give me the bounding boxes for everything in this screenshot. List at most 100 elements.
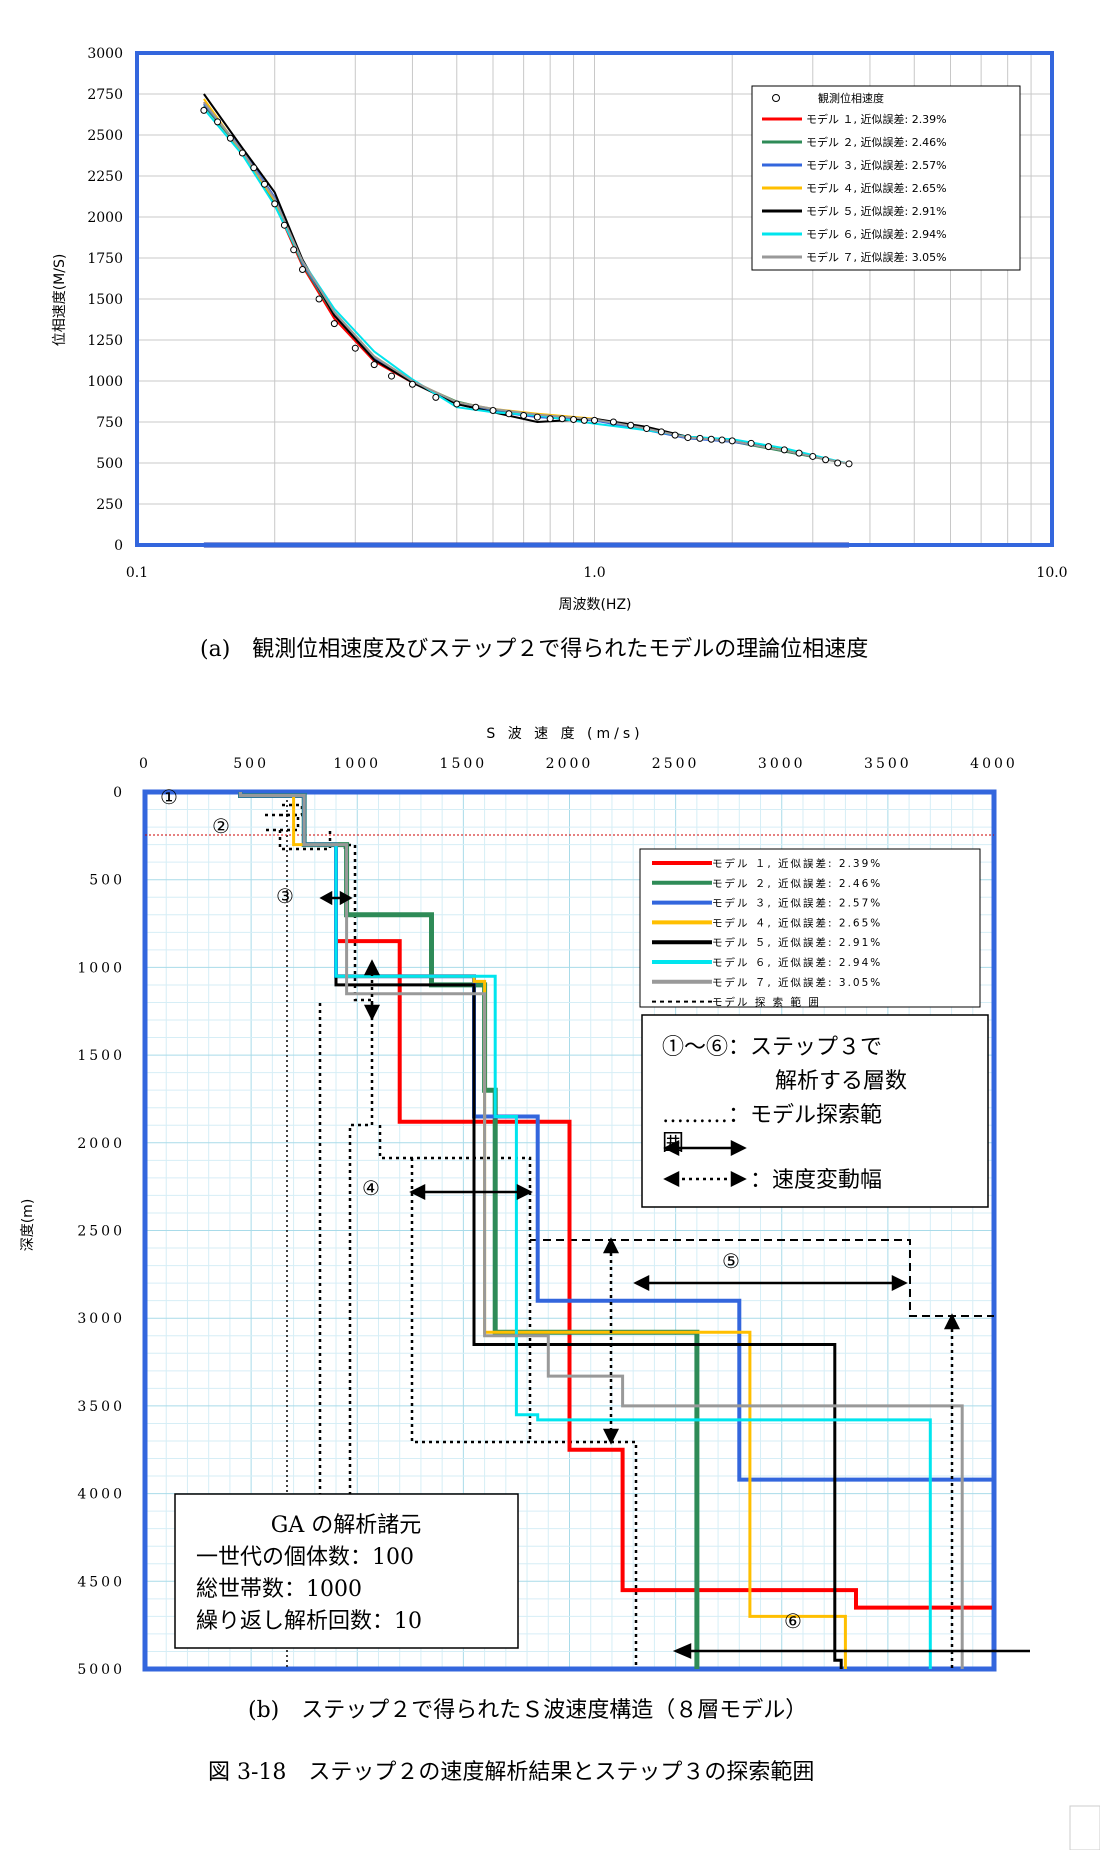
chart-a-y-tick-label: 0 xyxy=(114,538,123,554)
arrow-layer4-vertical-head-top xyxy=(602,1237,620,1254)
chart-b-series-line-4 xyxy=(239,792,847,1669)
chart-a-observed-point xyxy=(627,421,635,429)
chart-b-y-tick-label: 1000 xyxy=(77,960,125,976)
chart-a-observed-point xyxy=(657,428,665,436)
info-box-line1: ①～⑥：ステップ３で xyxy=(662,1035,882,1060)
chart-a-observed-point xyxy=(290,246,298,254)
layer-marker-1: ① xyxy=(160,785,178,809)
chart-b-x-tick-mark xyxy=(779,790,784,794)
chart-a-x-tick-label: 1.0 xyxy=(583,565,605,581)
chart-a-observed-point xyxy=(609,418,617,426)
arrow-layer3-vertical-head-top xyxy=(363,959,381,976)
search-range-layer1 xyxy=(282,803,304,817)
ga-box: GA の解析諸元 一世代の個体数：100 総世帯数：1000 繰り返し解析回数：… xyxy=(174,1493,519,1649)
chart-a-observed-point xyxy=(591,416,598,424)
chart-a-legend-label-3: モデル ３, 近似誤差: 2.57% xyxy=(806,158,947,172)
chart-a-x-axis-title: 周波数(HZ) xyxy=(558,597,631,613)
chart-a-y-tick-label: 500 xyxy=(96,456,123,472)
chart-b-x-tick-mark xyxy=(673,790,678,794)
chart-a-legend-label-2: モデル ２, 近似誤差: 2.46% xyxy=(806,135,947,149)
search-range-layer4b xyxy=(410,1158,638,1669)
layer-marker-6: ⑥ xyxy=(784,1609,802,1633)
chart-a-observed-point xyxy=(533,413,541,421)
chart-a-observed-points xyxy=(200,106,853,468)
chart-a-observed-point xyxy=(271,200,279,208)
page-corner-mark xyxy=(1069,1805,1100,1850)
chart-a-legend-label-6: モデル ６, 近似誤差: 2.94% xyxy=(806,227,947,241)
ga-box-line3: 繰り返し解析回数：10 xyxy=(196,1609,422,1634)
chart-b-legend-label-3: モデル ３, 近似誤差: 2.57% xyxy=(712,897,882,910)
chart-a-y-tick-label: 1250 xyxy=(87,333,123,349)
chart-b-x-tick-mark xyxy=(249,790,254,794)
chart-b-x-ticks: 0 500 1000 1500 2000 2500 3000 3500 4000 xyxy=(139,756,1015,794)
chart-a-y-tick-label: 2750 xyxy=(87,87,123,103)
arrow-layer4-vertical-head-bottom xyxy=(602,1428,620,1445)
arrow-layer5-head-left xyxy=(633,1274,650,1292)
ga-box-line1: 一世代の個体数：100 xyxy=(196,1545,414,1570)
chart-a-observed-point xyxy=(388,372,396,380)
chart-b-y-tick-label: 4500 xyxy=(77,1574,125,1590)
info-box-dotted-arrow-icon xyxy=(663,1170,747,1188)
chart-a-observed-point xyxy=(822,456,830,464)
chart-a-y-tick-label: 250 xyxy=(96,497,123,513)
chart-b-x-tick-label: 2500 xyxy=(652,756,700,772)
chart-b-x-tick-label: 3000 xyxy=(758,756,806,772)
layer-marker-4: ④ xyxy=(362,1176,380,1200)
arrow-layer5-head-right xyxy=(891,1274,908,1292)
chart-b-y-tick-label: 3000 xyxy=(77,1311,125,1327)
chart-b-search-range xyxy=(145,800,994,1669)
chart-a-legend-label-observed: 観測位相速度 xyxy=(818,91,884,105)
chart-b-y-tick-label: 5000 xyxy=(77,1662,125,1678)
info-box: ①～⑥：ステップ３で 解析する層数 ………：モデル探索範 囲 ：速度変動幅 xyxy=(641,1014,989,1208)
chart-b-y-tick-label: 1500 xyxy=(77,1048,125,1064)
chart-b-x-tick-label: 1000 xyxy=(333,756,381,772)
chart-a-observed-point xyxy=(432,393,440,401)
arrow-layer3-head-left xyxy=(319,890,333,906)
layer-marker-3: ③ xyxy=(276,884,294,908)
chart-b-x-tick-mark xyxy=(461,790,466,794)
chart-a-observed-point xyxy=(408,380,416,388)
chart-b-x-tick-mark xyxy=(355,790,360,794)
chart-b-x-tick-mark xyxy=(885,790,890,794)
info-box-line5: ：速度変動幅 xyxy=(750,1168,882,1193)
chart-a-observed-point xyxy=(261,180,269,188)
info-box-solid-arrow-icon xyxy=(663,1139,747,1157)
info-box-frame xyxy=(641,1014,989,1208)
chart-a-observed-point xyxy=(520,411,528,419)
chart-a-legend-frame xyxy=(751,85,1021,271)
chart-b-y-tick-label: 500 xyxy=(89,873,125,889)
chart-a-observed-point xyxy=(298,265,306,273)
chart-a-y-ticks: 0 250 500 750 1000 1250 1500 1750 2000 2250 2500 27… xyxy=(87,46,123,554)
chart-a-y-tick-label: 750 xyxy=(96,415,123,431)
chart-a-x-ticks: 0.1 1.0 10.0 xyxy=(126,565,1068,581)
chart-b-series-line-7 xyxy=(239,792,964,1669)
chart-b-legend-label-1: モデル １, 近似誤差: 2.39% xyxy=(712,857,882,870)
chart-b-legend-label-8: モデル 探 索 範 囲 xyxy=(712,996,821,1009)
chart-a-observed-point xyxy=(226,134,234,142)
chart-b-legend-label-2: モデル ２, 近似誤差: 2.46% xyxy=(712,877,882,890)
chart-a-caption: (a) 観測位相速度及びステップ２で得られたモデルの理論位相速度 xyxy=(200,637,868,662)
chart-b-y-tick-label: 4000 xyxy=(77,1487,125,1503)
chart-a-legend-marker-observed xyxy=(772,94,780,102)
chart-a-observed-point xyxy=(764,443,772,451)
chart-b-x-tick-mark xyxy=(143,790,147,794)
chart-a-observed-point xyxy=(505,410,513,418)
chart-b-legend-label-6: モデル ６, 近似誤差: 2.94% xyxy=(712,956,882,969)
chart-a-observed-point xyxy=(728,437,736,445)
chart-a-observed-point xyxy=(453,400,461,408)
chart-a-observed-point xyxy=(795,449,803,457)
chart-a: 0 250 500 750 1000 1250 1500 1750 2000 2250 2500 27… xyxy=(52,46,1068,662)
chart-b-y-tick-label: 3500 xyxy=(77,1399,125,1415)
chart-a-y-tick-label: 3000 xyxy=(87,46,123,62)
chart-b-x-tick-label: 500 xyxy=(233,756,269,772)
chart-a-y-tick-label: 2250 xyxy=(87,169,123,185)
chart-a-x-tick-label: 0.1 xyxy=(126,565,148,581)
chart-b-y-tick-label: 2000 xyxy=(77,1136,125,1152)
chart-a-y-tick-label: 1500 xyxy=(87,292,123,308)
chart-a-observed-point xyxy=(780,446,788,454)
chart-b-x-tick-label: 2000 xyxy=(546,756,594,772)
chart-a-observed-point xyxy=(834,459,842,467)
chart-a-observed-point xyxy=(315,295,323,303)
chart-b-x-tick-label: 0 xyxy=(139,756,151,772)
